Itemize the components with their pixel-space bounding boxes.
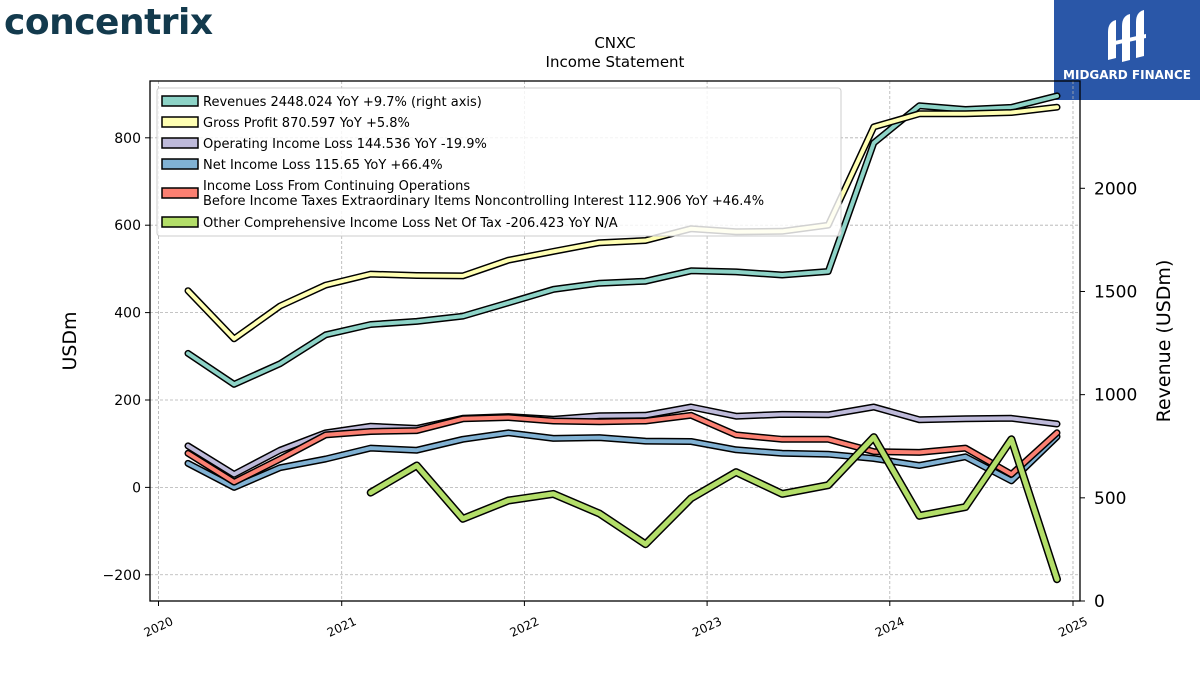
legend-label: Revenues 2448.024 YoY +9.7% (right axis) [203, 95, 482, 110]
legend-swatch [161, 187, 199, 199]
y-right-tick-label: 1000 [1094, 386, 1137, 406]
series-line [186, 430, 1059, 490]
plot-frame [149, 80, 1081, 602]
legend-swatch [161, 95, 199, 107]
legend-swatch [161, 216, 199, 228]
midgard-emblem-icon [1108, 10, 1146, 62]
y-tick-label: 800 [114, 131, 141, 147]
legend-swatch [161, 158, 199, 170]
y-axis-label: USDm [59, 311, 81, 370]
x-tick-label: 2023 [690, 614, 724, 640]
y-axis-right-label: Revenue (USDm) [1153, 260, 1175, 423]
y-right-tick-label: 2000 [1094, 179, 1137, 199]
y-right-tick-label: 500 [1094, 489, 1126, 509]
legend-label: Net Income Loss 115.65 YoY +66.4% [203, 158, 443, 173]
legend-swatch [161, 137, 199, 149]
series-lines [184, 92, 1061, 584]
midgard-logo-text: MIDGARD FINANCE [1063, 68, 1191, 82]
series-line [186, 413, 1059, 485]
x-tick-label: 2020 [142, 614, 176, 640]
series-line-outline [184, 411, 1061, 486]
legend-label: Income Loss From Continuing Operations [203, 179, 470, 194]
y-right-tick-label: 0 [1094, 592, 1105, 612]
legend-swatch [161, 116, 199, 128]
concentrix-logo: concentrix [4, 2, 213, 43]
x-tick-label: 2024 [873, 614, 907, 640]
legend-label: Operating Income Loss 144.536 YoY -19.9% [203, 137, 487, 152]
legend: Revenues 2448.024 YoY +9.7% (right axis)… [156, 87, 842, 237]
y-tick-label: 200 [114, 393, 141, 409]
series-line [186, 105, 1059, 341]
legend-box [156, 87, 842, 237]
series-line [368, 434, 1060, 582]
y-right-tick-label: 1500 [1094, 282, 1137, 302]
chart-subtitle: Income Statement [546, 53, 685, 71]
midgard-finance-logo: MIDGARD FINANCE [1054, 0, 1200, 100]
y-tick-label: 400 [114, 306, 141, 322]
x-tick-label: 2022 [508, 614, 542, 640]
legend-label: Other Comprehensive Income Loss Net Of T… [203, 216, 618, 231]
x-tick-label: 2021 [325, 614, 359, 640]
y-tick-label: 600 [114, 218, 141, 234]
chart-title: CNXC [594, 34, 635, 52]
series-line [186, 93, 1059, 387]
legend-label: Gross Profit 870.597 YoY +5.8% [203, 116, 410, 131]
y-tick-label: 0 [132, 480, 141, 496]
legend-label: Before Income Taxes Extraordinary Items … [203, 194, 764, 209]
y-tick-label: −200 [103, 568, 141, 584]
concentrix-logo-text: concentrix [4, 2, 213, 43]
x-tick-label: 2025 [1056, 614, 1090, 640]
